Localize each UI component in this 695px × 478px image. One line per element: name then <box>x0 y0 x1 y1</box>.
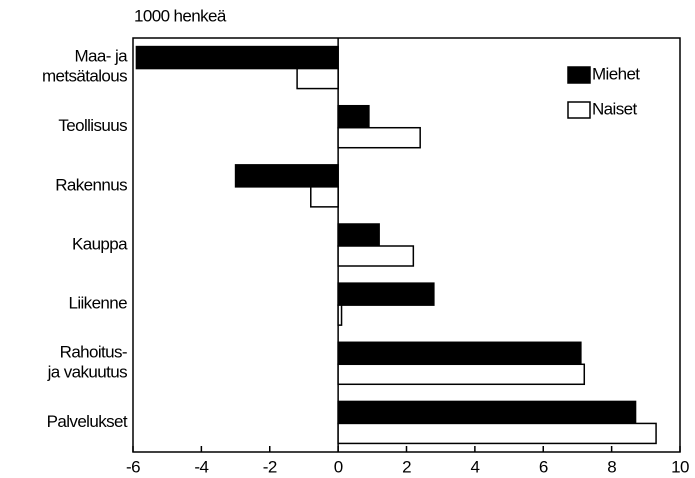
y-tick-label: Rahoitus-ja vakuutus <box>47 343 127 382</box>
y-tick-label: Liikenne <box>68 294 127 313</box>
legend-label: Naiset <box>592 99 637 118</box>
x-tick-label: 0 <box>334 457 343 476</box>
bar <box>337 245 415 267</box>
x-tick-label: 2 <box>402 457 411 476</box>
y-tick-label: Palvelukset <box>47 412 128 431</box>
legend-label: Miehet <box>592 64 640 83</box>
y-tick-label: Rakennus <box>55 175 127 194</box>
bar <box>337 400 637 425</box>
x-tick-label: -6 <box>126 457 140 476</box>
legend-swatch <box>567 101 591 119</box>
bar <box>337 304 343 326</box>
x-tick-label: 4 <box>470 457 479 476</box>
x-tick-label: -4 <box>194 457 208 476</box>
bar <box>296 67 339 90</box>
bar <box>337 282 435 306</box>
y-tick-label: Maa- ja metsätalous <box>42 47 128 86</box>
y-tick-label: Teollisuus <box>58 116 127 135</box>
bar <box>310 186 339 208</box>
x-tick-label: 10 <box>671 457 689 476</box>
legend-swatch <box>567 66 591 84</box>
axis-unit-label: 1000 henkeä <box>134 6 227 25</box>
x-tick-label: 8 <box>607 457 616 476</box>
bar <box>337 422 657 445</box>
bar <box>337 104 370 129</box>
bar <box>337 363 586 386</box>
bar <box>337 341 582 366</box>
bar <box>234 164 339 188</box>
y-tick-label: Kauppa <box>72 234 128 253</box>
x-tick-label: -2 <box>263 457 277 476</box>
bar <box>337 126 421 149</box>
x-tick-label: 6 <box>539 457 548 476</box>
bar <box>337 223 380 247</box>
bar <box>135 45 339 70</box>
